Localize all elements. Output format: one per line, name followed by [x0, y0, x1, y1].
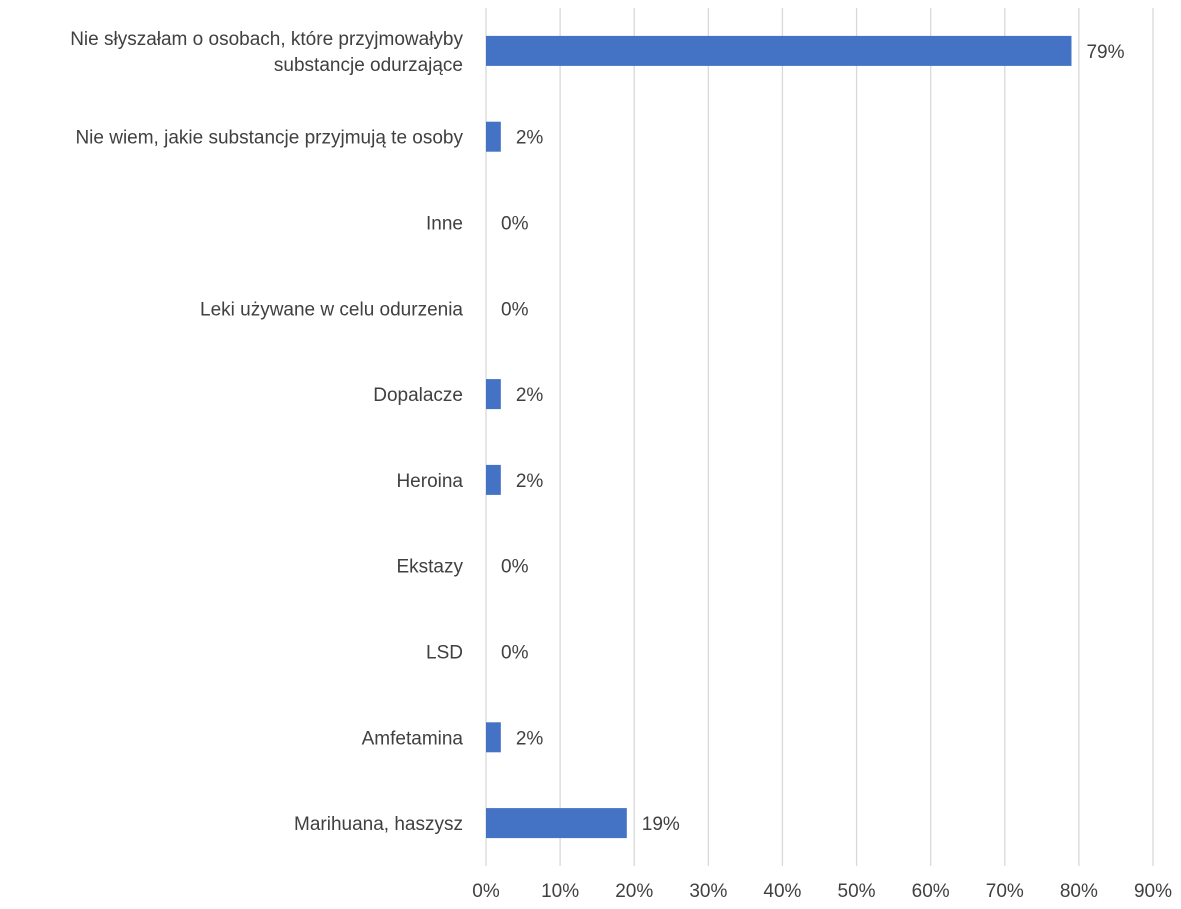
data-labels: 79% 2% 0% 0% 2% 2% 0% 0% 2% 19%	[501, 42, 1125, 835]
category-label: Amfetamina	[362, 728, 464, 749]
bar	[486, 121, 501, 152]
bar	[486, 35, 1072, 66]
data-label: 2%	[516, 471, 544, 492]
category-label: Dopalacze	[373, 385, 463, 406]
data-label: 0%	[501, 557, 529, 578]
category-label: Leki używane w celu odurzenia	[200, 299, 463, 320]
x-tick-label: 60%	[912, 881, 950, 902]
category-label: Ekstazy	[396, 557, 463, 578]
x-tick-label: 50%	[838, 881, 876, 902]
data-label: 0%	[501, 299, 529, 320]
category-label: Inne	[426, 214, 463, 235]
data-label: 2%	[516, 128, 544, 149]
bar	[486, 808, 627, 839]
bar	[486, 464, 501, 495]
x-tick-label: 40%	[763, 881, 801, 902]
category-label: Heroina	[396, 471, 463, 492]
x-tick-label: 30%	[689, 881, 727, 902]
bar	[486, 722, 501, 753]
data-label: 0%	[501, 214, 529, 235]
category-labels: Nie słyszałam o osobach, które przyjmowa…	[70, 29, 463, 835]
bar	[486, 379, 501, 410]
category-label: Nie słyszałam o osobach, które przyjmowa…	[70, 29, 463, 50]
gridlines	[485, 8, 1154, 866]
x-tick-label: 0%	[472, 881, 500, 902]
category-label: substancje odurzające	[274, 55, 463, 76]
data-label: 2%	[516, 728, 544, 749]
x-tick-label: 10%	[541, 881, 579, 902]
data-label: 2%	[516, 385, 544, 406]
category-label: Marihuana, haszysz	[294, 814, 463, 835]
bars	[486, 35, 1072, 839]
x-tick-label: 20%	[615, 881, 653, 902]
category-label: Nie wiem, jakie substancje przyjmują te …	[75, 128, 463, 149]
x-axis-tick-labels: 0% 10% 20% 30% 40% 50% 60% 70% 80% 90%	[472, 881, 1172, 902]
x-tick-label: 70%	[986, 881, 1024, 902]
data-label: 19%	[642, 814, 680, 835]
x-tick-label: 90%	[1134, 881, 1172, 902]
x-tick-label: 80%	[1060, 881, 1098, 902]
data-label: 0%	[501, 643, 529, 664]
data-label: 79%	[1086, 42, 1124, 63]
category-label: LSD	[426, 643, 463, 664]
